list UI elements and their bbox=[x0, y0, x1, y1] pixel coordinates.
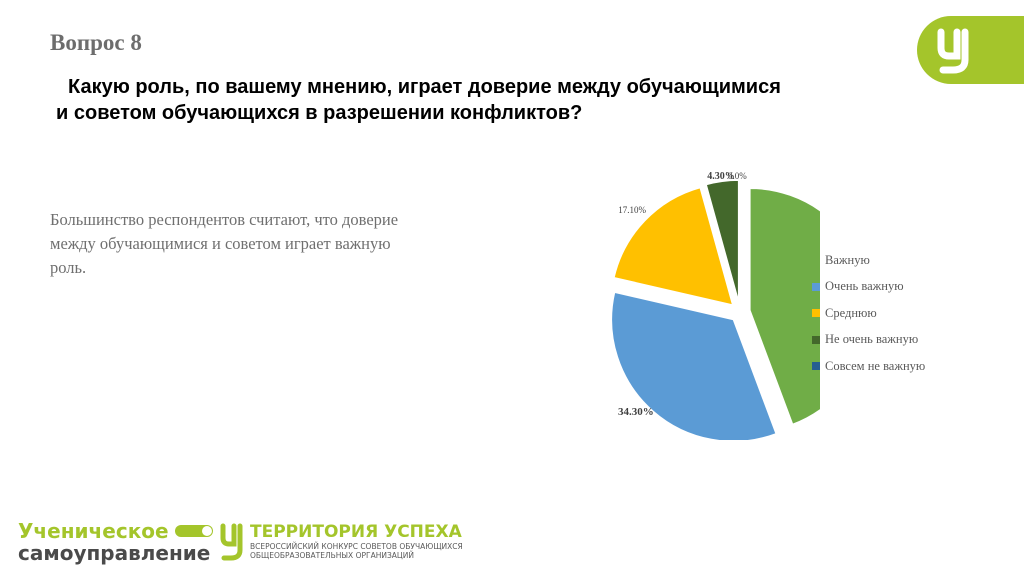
pie-slice bbox=[610, 291, 778, 440]
slide-title: Вопрос 8 bbox=[50, 30, 142, 55]
legend-label: Совсем не важную bbox=[825, 358, 926, 373]
legend-swatch bbox=[812, 256, 820, 265]
brand-logo bbox=[917, 16, 1024, 84]
summary-text: Большинство респондентов считают, что до… bbox=[50, 210, 399, 277]
legend-item-ne-ochen-vazhnuyu: Не очень важную bbox=[812, 327, 925, 354]
legend-swatch bbox=[812, 362, 820, 371]
data-label: 0.0% bbox=[728, 171, 747, 181]
legend-swatch bbox=[812, 335, 820, 344]
chart-legend: Важную Очень важную Среднюю Не очень важ… bbox=[812, 247, 925, 380]
pie-chart: 44.30%34.30%17.10%4.30%0.0% bbox=[610, 171, 820, 440]
footer-right-title: ТЕРРИТОРИЯ УСПЕХА bbox=[250, 522, 462, 542]
footer-right-sub1: ВСЕРОССИЙСКИЙ КОНКУРС СОВЕТОВ ОБУЧАЮЩИХС… bbox=[250, 542, 463, 551]
pie-slice bbox=[705, 179, 740, 303]
data-label: 4.30% bbox=[707, 171, 735, 182]
legend-label: Очень важную bbox=[825, 279, 904, 294]
legend-swatch bbox=[812, 282, 820, 291]
pie-slice bbox=[749, 187, 820, 426]
footer-logo-territory: ТЕРРИТОРИЯ УСПЕХА ВСЕРОССИЙСКИЙ КОНКУРС … bbox=[218, 522, 463, 562]
legend-item-srednyuyu: Среднюю bbox=[812, 300, 925, 327]
toggle-icon bbox=[174, 525, 213, 537]
pie-slice bbox=[612, 186, 734, 307]
legend-label: Среднюю bbox=[825, 305, 877, 320]
u-letter-icon bbox=[220, 523, 243, 561]
data-label: 34.30% bbox=[618, 406, 654, 418]
legend-label: Не очень важную bbox=[825, 332, 919, 347]
footer-right-sub2: ОБЩЕОБРАЗОВАТЕЛЬНЫХ ОРГАНИЗАЦИЙ bbox=[250, 551, 414, 560]
u-letter-logo-icon bbox=[937, 28, 969, 74]
footer-logo-student-government: Ученическое самоуправление bbox=[18, 520, 213, 564]
legend-item-vazhnuyu: Важную bbox=[812, 247, 925, 274]
question-text: Какую роль, по вашему мнению, играет дов… bbox=[56, 76, 781, 124]
legend-item-sovsem-ne-vazhnuyu: Совсем не важную bbox=[812, 353, 925, 380]
footer-left-line2: самоуправление bbox=[18, 541, 211, 565]
legend-label: Важную bbox=[825, 252, 870, 267]
legend-item-ochen-vazhnuyu: Очень важную bbox=[812, 274, 925, 301]
footer-left-line1: Ученическое bbox=[18, 519, 169, 543]
data-label: 17.10% bbox=[618, 205, 646, 215]
legend-swatch bbox=[812, 309, 820, 318]
